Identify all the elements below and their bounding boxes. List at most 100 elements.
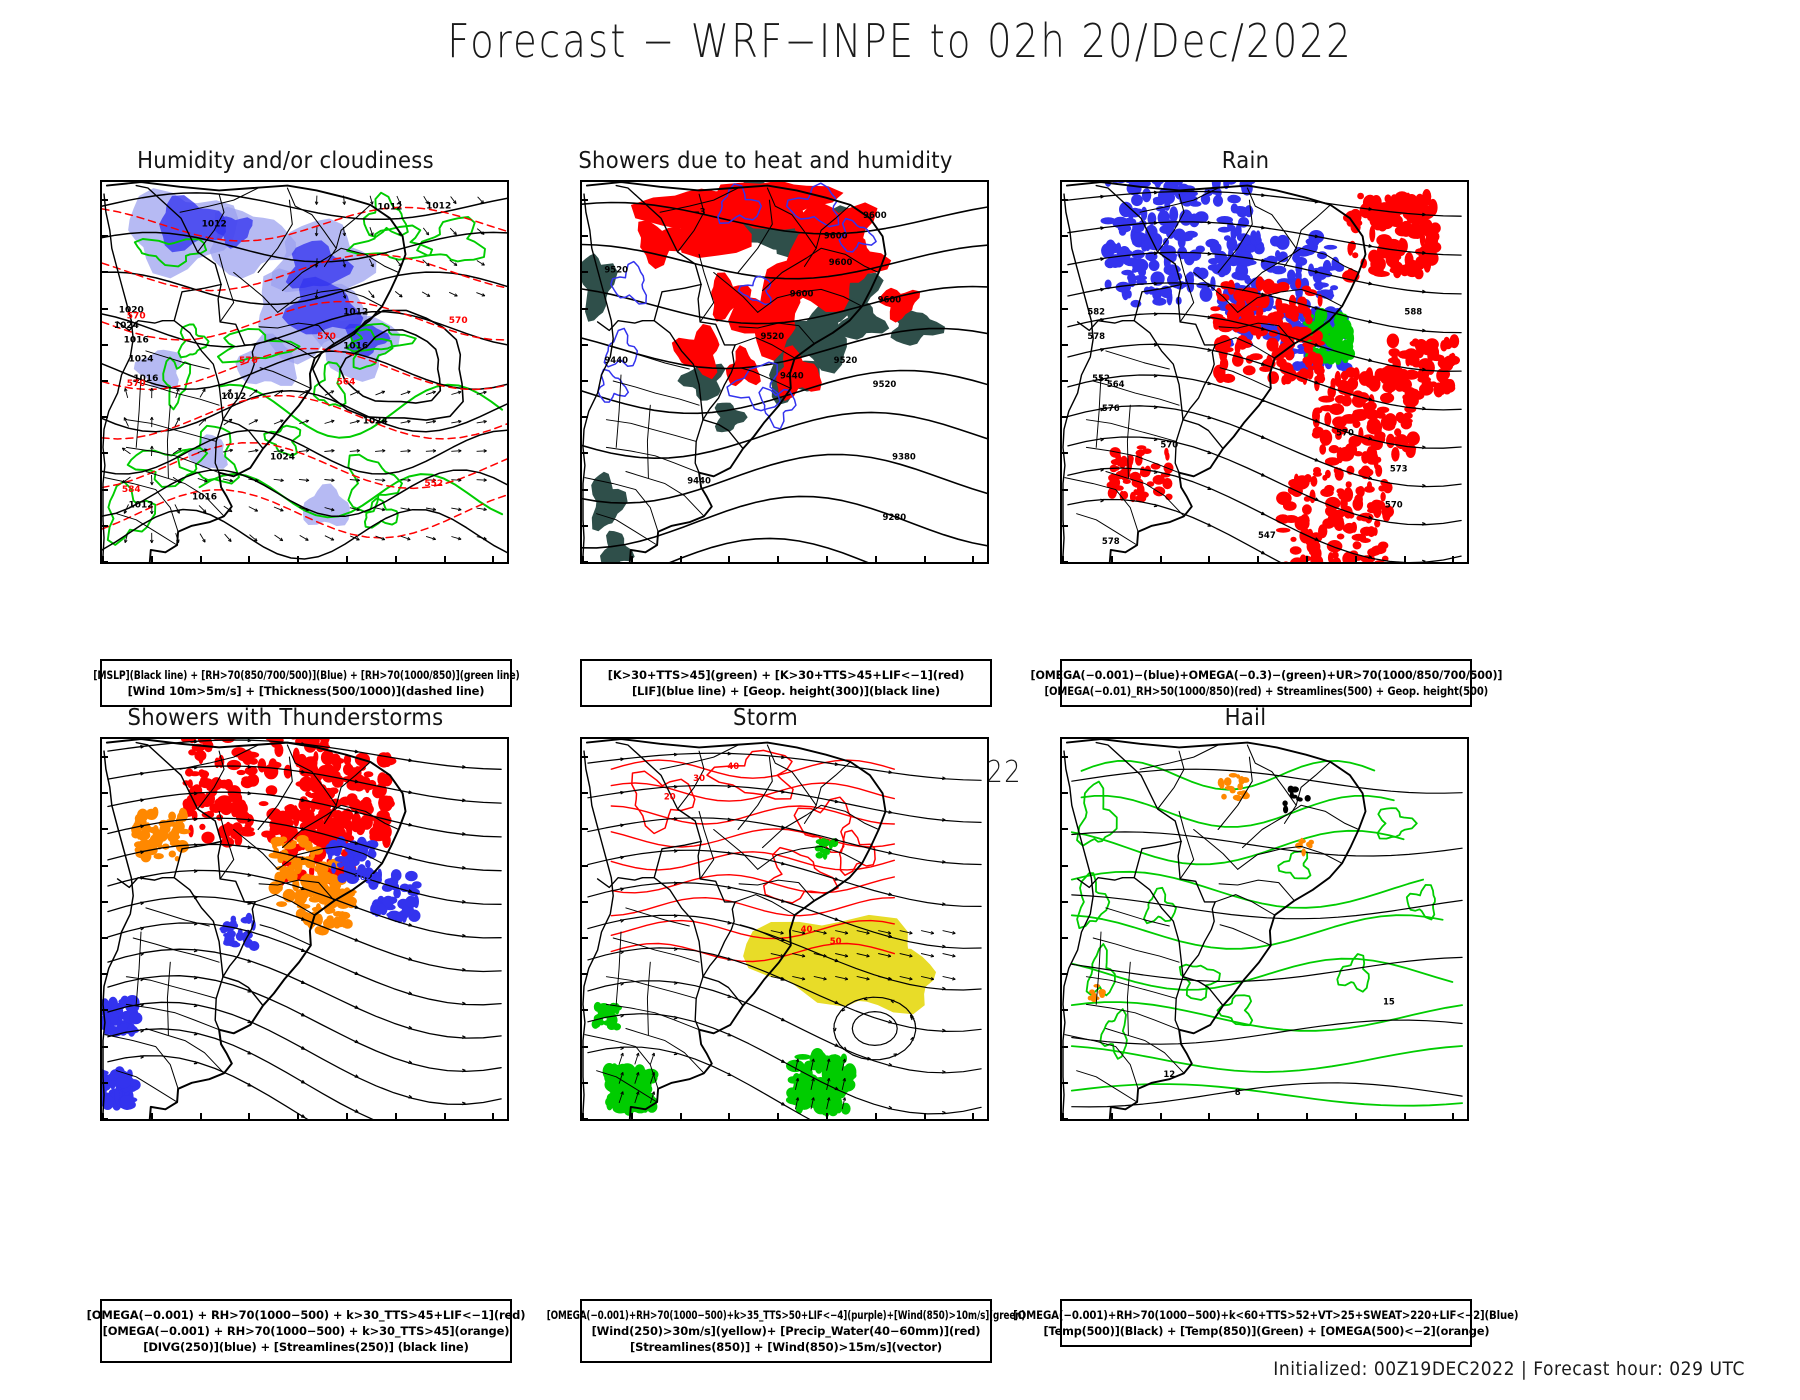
legend-line: [MSLP](Black line) + [RH>70(850/700/500)…: [92, 668, 520, 682]
x-axis-tick-mark: [582, 1113, 584, 1119]
x-axis-tick-mark: [1110, 1113, 1113, 1119]
legend-line: [OMEGA(−0.001) + RH>70(1000−500) + k>30_…: [86, 1308, 526, 1322]
panel-title-hail: Hail: [1224, 705, 1267, 731]
legend-box-rain: [OMEGA(−0.001)−(blue)+OMEGA(−0.3)−(green…: [1030, 659, 1502, 707]
x-axis-tick-mark: [972, 1113, 975, 1119]
map-plot-rain[interactable]: 58858257857657357057057056455257854712S1…: [1060, 180, 1469, 564]
map-canvas: 1025: [102, 739, 507, 1119]
svg-text:547: 547: [1258, 531, 1276, 541]
svg-text:1012: 1012: [377, 203, 402, 213]
y-axis-tick-mark: [102, 271, 108, 274]
x-axis-tick-mark: [825, 556, 828, 562]
x-axis-tick-mark: [679, 1113, 682, 1119]
panel-humidity-cloudiness: Humidity and/or cloudiness 1012 1012 1012 10…: [58, 148, 513, 588]
x-axis-tick-mark: [1452, 556, 1455, 562]
y-axis-tick-mark: [1062, 937, 1068, 940]
map-plot-storm[interactable]: 404050302012S15S18S21S24S27S30S33S36S39S…: [580, 737, 989, 1121]
svg-text:570: 570: [1160, 440, 1178, 450]
svg-text:1012: 1012: [426, 202, 451, 212]
y-axis-tick-mark: [1062, 271, 1068, 274]
y-axis-tick-mark: [1062, 235, 1068, 238]
x-axis-tick-mark: [102, 556, 104, 562]
x-axis-tick-mark: [394, 1113, 397, 1119]
svg-text:588: 588: [1404, 308, 1422, 318]
svg-text:8: 8: [1235, 1088, 1241, 1098]
y-axis-tick-mark: [1062, 1009, 1068, 1012]
y-axis-tick-mark: [582, 561, 588, 562]
map-plot-showers-thunderstorms[interactable]: 102512S15S18S21S24S27S30S33S36S39S42S70W…: [100, 737, 509, 1121]
x-axis-tick-mark: [150, 556, 153, 562]
x-axis-tick-mark: [728, 1113, 731, 1119]
x-axis-tick-mark: [345, 1113, 348, 1119]
svg-text:9600: 9600: [878, 296, 902, 306]
x-axis-tick-mark: [297, 1113, 300, 1119]
x-axis-tick-mark: [1305, 556, 1308, 562]
y-axis-tick-mark: [102, 1009, 108, 1012]
svg-text:576: 576: [1102, 404, 1120, 414]
y-axis-tick-mark: [1062, 561, 1068, 562]
y-axis-tick-mark: [102, 1045, 108, 1048]
y-axis-tick-mark: [582, 380, 588, 383]
svg-text:570: 570: [317, 332, 336, 342]
x-axis-tick-mark: [1403, 556, 1406, 562]
y-axis-tick-mark: [582, 937, 588, 940]
x-axis-tick-mark: [923, 1113, 926, 1119]
legend-line: [DIVG(250)](blue) + [Streamlines(250)] (…: [143, 1340, 469, 1354]
svg-text:578: 578: [1102, 537, 1120, 547]
legend-box-showers-heat-humidity: [K>30+TTS>45](green) + [K>30+TTS>45+LIF<…: [580, 659, 992, 707]
svg-text:564: 564: [337, 378, 356, 388]
svg-text:1024: 1024: [270, 453, 295, 463]
svg-text:1012: 1012: [343, 308, 368, 318]
x-axis-tick-mark: [394, 556, 397, 562]
y-axis-tick-mark: [102, 416, 108, 419]
y-axis-tick-mark: [1062, 1045, 1068, 1048]
x-axis-tick-mark: [777, 556, 780, 562]
y-axis-tick-mark: [1062, 416, 1068, 419]
x-axis-tick-mark: [199, 1113, 202, 1119]
x-axis-tick-mark: [492, 1113, 495, 1119]
panel-title-rain: Rain: [1221, 148, 1270, 174]
legend-line: [OMEGA(−0.001)+RH>70(1000−500)+k>35_TTS>…: [546, 1308, 1026, 1322]
legend-box-hail: [OMEGA(−0.001)+RH>70(1000−500)+k<60+TTS>…: [1013, 1299, 1519, 1347]
x-axis-tick-mark: [1208, 1113, 1211, 1119]
x-axis-tick-mark: [777, 1113, 780, 1119]
map-plot-showers-heat-humidity[interactable]: 9600 9600 9600 9600 9600 9520 9520 9520 9520 9440…: [580, 180, 989, 564]
legend-line: [Wind 10m>5m/s] + [Thickness(500/1000)](…: [127, 684, 485, 698]
y-axis-tick-mark: [582, 973, 588, 976]
y-axis-tick-mark: [1062, 792, 1068, 795]
x-axis-tick-mark: [582, 556, 584, 562]
svg-text:9440: 9440: [780, 372, 804, 382]
y-axis-tick-mark: [102, 307, 108, 310]
y-axis-tick-mark: [102, 792, 108, 795]
svg-text:1016: 1016: [133, 374, 158, 384]
map-canvas: 40 40 50 30 20: [582, 739, 987, 1119]
x-axis-tick-mark: [345, 556, 348, 562]
y-axis-tick-mark: [582, 199, 588, 202]
legend-line: [OMEGA(−0.001)+RH>70(1000−500)+k<60+TTS>…: [1013, 1308, 1519, 1322]
y-axis-tick-mark: [102, 864, 108, 867]
svg-text:−3: −3: [693, 208, 706, 218]
y-axis-tick-mark: [582, 452, 588, 455]
x-axis-tick-mark: [825, 1113, 828, 1119]
x-axis-tick-mark: [248, 1113, 251, 1119]
x-axis-tick-mark: [199, 556, 202, 562]
legend-line: [OMEGA(−0.01)_RH>50(1000/850)(red) + Str…: [1044, 684, 1488, 698]
svg-text:1016: 1016: [124, 335, 149, 345]
x-axis-tick-mark: [874, 556, 877, 562]
svg-text:570: 570: [449, 316, 468, 326]
x-axis-tick-mark: [728, 556, 731, 562]
svg-text:9440: 9440: [687, 477, 711, 487]
y-axis-tick-mark: [102, 235, 108, 238]
x-axis-tick-mark: [679, 556, 682, 562]
x-axis-tick-mark: [1452, 1113, 1455, 1119]
panel-rain: Rain 588 582 578 576 573 570 570 570 564 552 578 547…: [1018, 148, 1473, 588]
y-axis-tick-mark: [582, 1045, 588, 1048]
y-axis-tick-mark: [102, 1118, 108, 1119]
y-axis-tick-mark: [102, 937, 108, 940]
panel-title-showers-heat-humidity: Showers due to heat and humidity: [578, 148, 953, 174]
map-plot-hail[interactable]: 1512812S15S18S21S24S27S30S33S36S39S42S70…: [1060, 737, 1469, 1121]
footer-status: Initialized: 00Z19DEC2022 | Forecast hou…: [1273, 1358, 1745, 1380]
map-plot-humidity-cloudiness[interactable]: 1012 1012 1012 1012 1016 1016 1020 1024 1024 1016…: [100, 180, 509, 564]
x-axis-tick-mark: [1257, 1113, 1260, 1119]
svg-text:576: 576: [239, 356, 258, 366]
